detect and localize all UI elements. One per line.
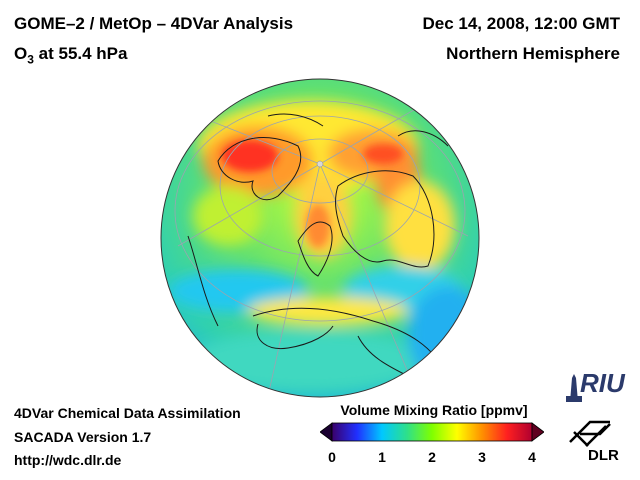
globe-map	[160, 78, 480, 398]
colorbar-body	[331, 422, 533, 442]
footer-line-2: SACADA Version 1.7	[14, 429, 152, 445]
riu-logo-icon	[566, 374, 582, 402]
colorbar-tick-label: 0	[328, 449, 336, 465]
colorbar-title: Volume Mixing Ratio [ppmv]	[340, 402, 528, 418]
dlr-logo: DLR	[588, 447, 619, 464]
map-title: GOME–2 / MetOp – 4DVar Analysis	[14, 14, 294, 33]
colorbar-tick-label: 3	[478, 449, 486, 465]
region-label: Northern Hemisphere	[446, 44, 620, 63]
colorbar-tick-label: 4	[528, 449, 536, 465]
coastlines	[187, 113, 449, 377]
pressure-level: at 55.4 hPa	[33, 44, 128, 63]
graticule	[174, 95, 469, 397]
colorbar-low-arrow	[320, 422, 333, 442]
species: O	[14, 44, 28, 63]
footer-link: http://wdc.dlr.de	[14, 452, 122, 468]
date-time: Dec 14, 2008, 12:00 GMT	[422, 14, 620, 33]
species-subscript: 3	[27, 52, 34, 67]
colorbar-tick-label: 1	[378, 449, 386, 465]
species-level: O3 at 55.4 hPa	[14, 44, 127, 66]
colorbar-high-arrow	[531, 422, 544, 442]
colorbar	[320, 422, 544, 442]
footer-line-1: 4DVar Chemical Data Assimilation	[14, 405, 241, 421]
dlr-logo-icon	[569, 420, 611, 447]
riu-logo: RIU	[580, 368, 625, 398]
colorbar-tick-label: 2	[428, 449, 436, 465]
